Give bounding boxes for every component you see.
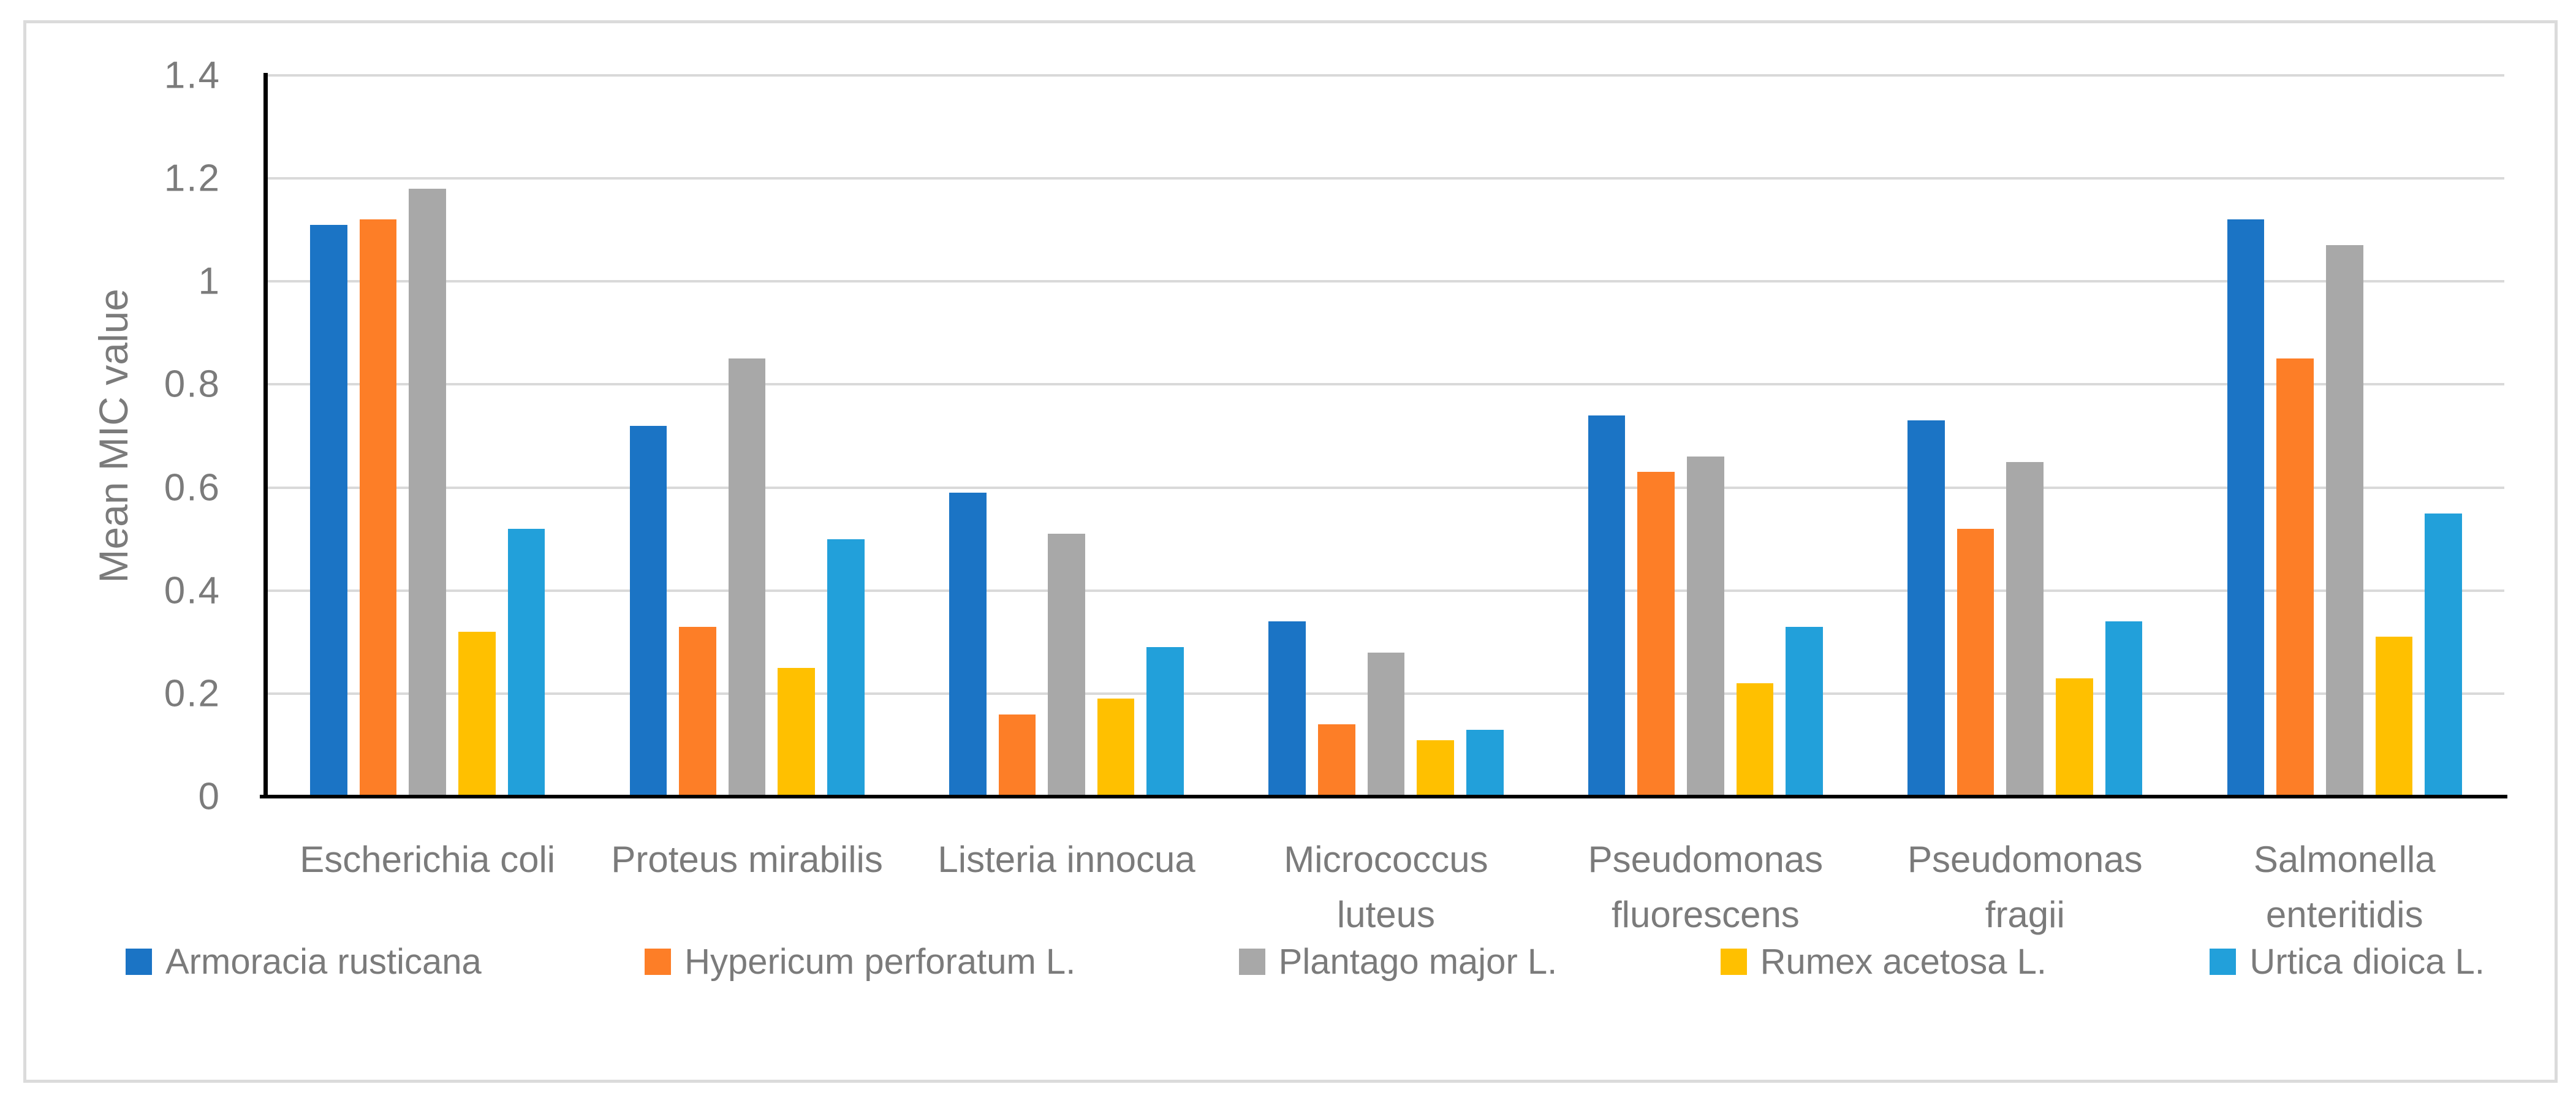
category-group <box>587 75 906 797</box>
legend-item: Rumex acetosa L. <box>1720 941 2047 982</box>
legend-item: Plantago major L. <box>1238 941 1558 982</box>
bar <box>2425 513 2462 797</box>
bar <box>507 528 545 797</box>
category-group <box>1546 75 1865 797</box>
legend-marker-icon <box>126 949 152 975</box>
category-group <box>907 75 1226 797</box>
gridline <box>268 383 2504 386</box>
bar <box>827 539 865 797</box>
category-group <box>1226 75 1545 797</box>
bar <box>1466 729 1504 797</box>
y-tick-label: 0.8 <box>164 363 221 406</box>
bar-row <box>1588 75 1823 797</box>
legend-label: Plantago major L. <box>1278 942 1558 982</box>
y-tick-label: 0.4 <box>164 569 221 612</box>
legend-marker-icon <box>2210 949 2237 975</box>
bar <box>728 358 766 797</box>
bar <box>1687 457 1724 797</box>
bar <box>1736 683 1774 797</box>
legend-marker-icon <box>1720 949 1747 975</box>
y-tick-label: 1 <box>198 260 221 303</box>
bar <box>409 188 446 797</box>
gridline <box>268 486 2504 489</box>
bar <box>2375 637 2413 797</box>
category-label: Listeria innocua <box>938 839 1195 880</box>
category-group <box>268 75 587 797</box>
legend-item: Armoracia rusticana <box>126 941 482 982</box>
category-label: Salmonella enteritidis <box>2253 839 2436 935</box>
category-label: Micrococcus luteus <box>1284 839 1488 935</box>
category-axis-labels: Escherichia coli Proteus mirabilis Listeri… <box>268 832 2504 942</box>
category-group <box>2185 75 2504 797</box>
y-tick-label: 0.2 <box>164 672 221 715</box>
bar <box>1588 415 1626 797</box>
bar <box>1317 724 1355 797</box>
category-label: Pseudomonas fragii <box>1907 839 2143 935</box>
legend: Armoracia rusticana Hypericum perforatum … <box>126 941 2485 982</box>
y-tick-label: 0 <box>198 775 221 818</box>
gridline <box>268 280 2504 283</box>
y-tick-label: 1.4 <box>164 54 221 97</box>
category-label: Escherichia coli <box>300 839 556 880</box>
gridline <box>268 589 2504 592</box>
legend-item: Hypericum perforatum L. <box>645 941 1075 982</box>
bar <box>679 626 716 797</box>
bar <box>1417 740 1454 797</box>
bar-row <box>1268 75 1504 797</box>
bar-groups <box>268 75 2504 797</box>
gridline <box>268 74 2504 77</box>
category-group <box>1865 75 2184 797</box>
bar <box>2056 678 2093 797</box>
legend-label: Armoracia rusticana <box>165 942 482 982</box>
bar <box>629 425 667 797</box>
bar <box>2006 461 2044 797</box>
y-axis-line <box>263 73 268 798</box>
bar <box>2105 621 2143 797</box>
legend-marker-icon <box>1238 949 1265 975</box>
plot-area <box>268 74 2504 797</box>
bar <box>359 219 397 797</box>
bar <box>1907 420 1945 797</box>
legend-label: Rumex acetosa L. <box>1760 942 2047 982</box>
x-axis-line <box>260 795 2507 798</box>
y-tick-label: 1.2 <box>164 157 221 200</box>
gridline <box>268 177 2504 180</box>
bar <box>1637 472 1675 797</box>
bar <box>310 224 347 797</box>
bar-row <box>2227 75 2462 797</box>
bar <box>2276 358 2314 797</box>
bar <box>2325 245 2363 797</box>
legend-marker-icon <box>645 949 672 975</box>
bar <box>1268 621 1306 797</box>
bar <box>2227 219 2265 797</box>
bar <box>1097 699 1135 797</box>
bar <box>1048 534 1085 797</box>
legend-label: Urtica dioica L. <box>2249 942 2485 982</box>
bar <box>998 714 1036 797</box>
bar-row <box>310 75 545 797</box>
bar <box>778 667 816 797</box>
category-label: Proteus mirabilis <box>611 839 883 880</box>
y-tick-label: 0.6 <box>164 466 221 509</box>
bar-row <box>1907 75 2143 797</box>
legend-label: Hypericum perforatum L. <box>684 942 1076 982</box>
category-label: Pseudomonas fluorescens <box>1588 839 1824 935</box>
bar <box>1957 528 1995 797</box>
bar <box>1786 626 1823 797</box>
bar-row <box>629 75 865 797</box>
bar <box>949 492 987 797</box>
bar <box>1367 652 1405 797</box>
bar <box>1146 647 1184 797</box>
y-axis-ticks: 0 0.2 0.4 0.6 0.8 1 1.2 1.4 <box>74 55 221 818</box>
bar <box>458 631 496 797</box>
bar-row <box>949 75 1184 797</box>
legend-item: Urtica dioica L. <box>2210 941 2485 982</box>
